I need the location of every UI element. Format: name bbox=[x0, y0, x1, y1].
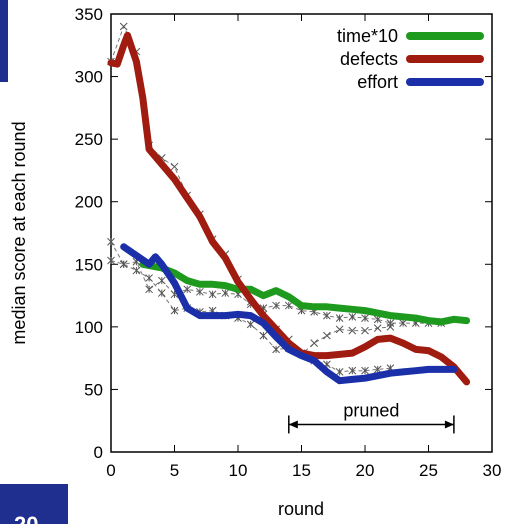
raw-data-point bbox=[259, 331, 268, 340]
raw-data-point bbox=[272, 301, 280, 310]
raw-data-point bbox=[310, 339, 319, 347]
raw-data-point bbox=[348, 312, 357, 321]
raw-data-point bbox=[386, 319, 395, 327]
raw-data-point bbox=[107, 256, 115, 265]
slide-accent-bar bbox=[0, 0, 8, 82]
x-tick-label: 10 bbox=[229, 461, 248, 480]
y-axis-label: median score at each round bbox=[9, 121, 29, 344]
y-tick-label: 300 bbox=[75, 68, 103, 87]
raw-data-point bbox=[132, 266, 141, 275]
raw-data-point bbox=[348, 326, 357, 335]
y-tick-label: 200 bbox=[75, 193, 103, 212]
legend-label: defects bbox=[340, 49, 398, 69]
raw-data-point bbox=[208, 290, 217, 299]
page-number: 20 bbox=[14, 512, 38, 524]
raw-data-point bbox=[145, 274, 153, 282]
x-tick-label: 5 bbox=[170, 461, 179, 480]
y-tick-label: 50 bbox=[84, 380, 103, 399]
series-line-effort bbox=[120, 243, 458, 385]
raw-data-point bbox=[323, 311, 331, 320]
y-tick-label: 150 bbox=[75, 255, 103, 274]
legend: time*10 defects effort bbox=[337, 26, 484, 92]
raw-data-point bbox=[335, 325, 344, 334]
raw-data-point bbox=[157, 276, 166, 285]
raw-data-point bbox=[386, 323, 395, 331]
raw-data-point bbox=[335, 368, 344, 376]
y-tick-label: 0 bbox=[94, 443, 103, 462]
y-tick-label: 100 bbox=[75, 318, 103, 337]
raw-data-point bbox=[246, 320, 255, 329]
raw-data-point bbox=[107, 237, 115, 246]
pruned-annotation: pruned bbox=[288, 400, 455, 434]
raw-data-point bbox=[119, 260, 128, 269]
annotation-label: pruned bbox=[343, 400, 399, 420]
x-tick-label: 20 bbox=[356, 461, 375, 480]
page-number-badge: 20 bbox=[0, 484, 68, 524]
raw-data-point bbox=[373, 324, 382, 332]
annotation-arrow-left bbox=[288, 420, 298, 429]
raw-data-point bbox=[157, 289, 166, 297]
x-tick-label: 15 bbox=[292, 461, 311, 480]
raw-data-point bbox=[183, 285, 192, 294]
raw-data-point bbox=[221, 289, 230, 297]
legend-entry: effort bbox=[357, 72, 484, 92]
legend-entry: defects bbox=[340, 49, 484, 69]
raw-data-point bbox=[335, 314, 344, 322]
x-tick-label: 25 bbox=[419, 461, 438, 480]
raw-data-point bbox=[170, 306, 179, 315]
raw-data-point bbox=[399, 319, 407, 327]
raw-data-point bbox=[361, 366, 369, 375]
raw-data-point bbox=[272, 345, 280, 354]
raw-data-point bbox=[170, 162, 179, 171]
y-tick-label: 250 bbox=[75, 130, 103, 149]
raw-data-point bbox=[323, 331, 331, 340]
raw-data-point bbox=[348, 366, 357, 375]
annotation-arrow-right bbox=[444, 420, 454, 429]
raw-data-point bbox=[361, 314, 369, 322]
raw-data-point bbox=[196, 287, 204, 296]
legend-entry: time*10 bbox=[337, 26, 484, 46]
legend-label: effort bbox=[357, 72, 398, 92]
raw-data-point bbox=[284, 301, 293, 310]
series-line-time-10 bbox=[139, 260, 471, 326]
x-tick-label: 30 bbox=[483, 461, 502, 480]
legend-label: time*10 bbox=[337, 26, 398, 46]
raw-series-line bbox=[110, 25, 391, 356]
raw-data-point bbox=[361, 326, 369, 335]
series-line-defects bbox=[107, 31, 471, 386]
raw-data-point bbox=[145, 285, 153, 294]
y-tick-label: 350 bbox=[75, 5, 103, 24]
series-layer bbox=[107, 31, 471, 386]
x-tick-label: 0 bbox=[106, 461, 115, 480]
raw-data-point bbox=[119, 22, 128, 31]
x-axis-label: round bbox=[278, 499, 324, 519]
